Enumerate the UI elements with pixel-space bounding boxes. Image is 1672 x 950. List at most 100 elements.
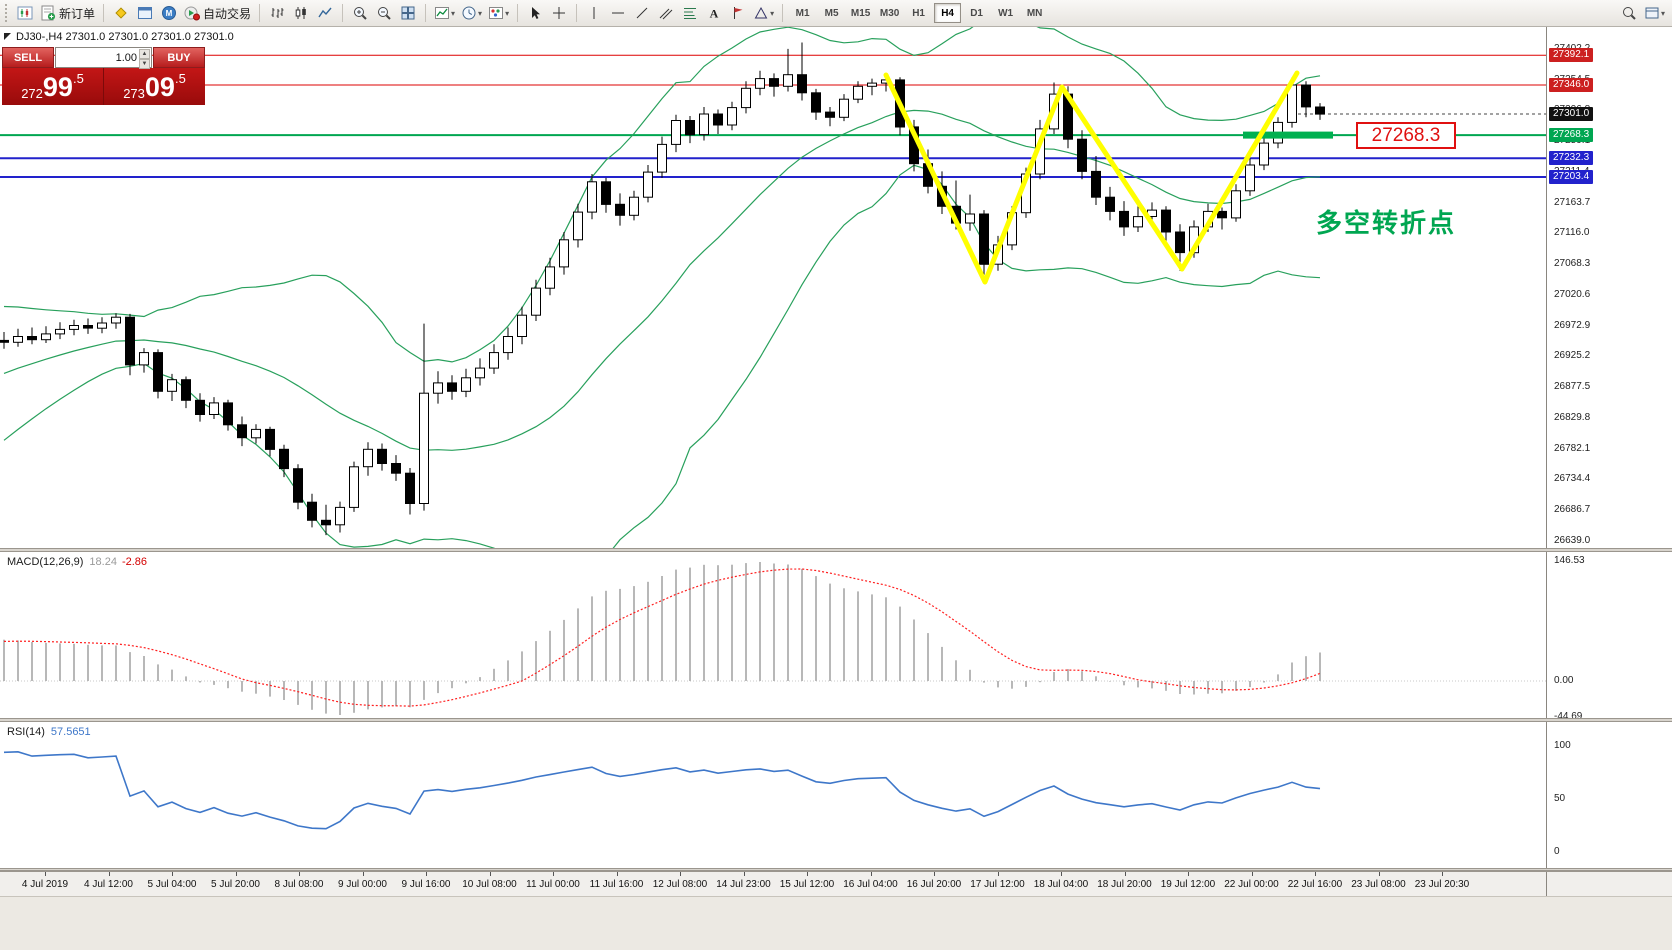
main-toolbar: 新订单 M 自动交易 xyxy=(0,0,1672,27)
time-axis-label: 18 Jul 04:00 xyxy=(1033,879,1089,890)
time-axis-tick xyxy=(1315,872,1316,876)
fibonacci-icon xyxy=(684,8,697,19)
sell-price[interactable]: 272 99.5 xyxy=(2,68,104,105)
trade-panel-collapse-toggle[interactable] xyxy=(4,33,11,40)
timeframe-button-m1[interactable]: M1 xyxy=(795,7,810,19)
tile-windows-icon xyxy=(401,6,415,20)
templates-button[interactable]: ▾ xyxy=(485,2,512,24)
timeframe-button-w1[interactable]: W1 xyxy=(998,7,1014,19)
channel-icon xyxy=(659,8,673,20)
channel-tool[interactable] xyxy=(654,2,678,24)
templates-icon xyxy=(489,7,504,19)
toolbar-separator xyxy=(425,4,427,22)
timeframe-button-m30[interactable]: M30 xyxy=(879,7,900,19)
price-callout-label[interactable]: 27268.3 xyxy=(1356,122,1456,149)
zoom-out-icon xyxy=(378,7,391,20)
trendline-tool[interactable] xyxy=(630,2,654,24)
autotrading-button[interactable]: 自动交易 xyxy=(181,2,254,24)
buy-button[interactable]: BUY xyxy=(153,47,205,68)
search-button[interactable] xyxy=(1617,2,1641,24)
timeframe-button-m5[interactable]: M5 xyxy=(824,7,839,19)
crosshair-button[interactable] xyxy=(547,2,571,24)
window-layout-icon xyxy=(1645,7,1659,19)
price-axis-label: 26829.8 xyxy=(1554,412,1591,423)
indicators-button[interactable]: ▾ xyxy=(431,2,458,24)
candles xyxy=(0,42,1325,536)
macd-panel[interactable]: 146.53 0.00 -44.69 MACD(12,26,9) 18.24 -2.86 xyxy=(0,552,1672,722)
macd-canvas[interactable] xyxy=(0,552,1546,718)
main-chart-panel[interactable]: 27402.227354.527306.827259.127211.427163… xyxy=(0,27,1672,548)
time-axis-tick xyxy=(108,872,110,876)
volume-stepper[interactable]: ▲ ▼ xyxy=(139,49,150,69)
vertical-line-tool[interactable] xyxy=(582,2,606,24)
toolbar-grip[interactable] xyxy=(5,4,9,22)
panel-splitter[interactable] xyxy=(0,868,1672,871)
timeframe-button-h4[interactable]: H4 xyxy=(934,3,962,23)
periods-button[interactable]: ▾ xyxy=(458,2,485,24)
shapes-icon xyxy=(754,6,768,19)
metaeditor-button[interactable] xyxy=(109,2,133,24)
panel-splitter[interactable] xyxy=(0,718,1672,722)
timeframe-button-h1[interactable]: H1 xyxy=(912,7,925,19)
turning-point-annotation[interactable]: 多空转折点 xyxy=(1316,208,1457,238)
time-axis-label: 17 Jul 12:00 xyxy=(970,879,1025,890)
time-axis-tick xyxy=(616,872,618,876)
macd-axis-label: -44.69 xyxy=(1554,711,1583,722)
level-lines[interactable] xyxy=(0,54,1546,178)
mql5-community-button[interactable]: M xyxy=(157,2,181,24)
bollinger-bands xyxy=(3,27,1321,548)
dropdown-caret-icon: ▾ xyxy=(505,8,510,18)
toolbar-separator xyxy=(517,4,519,22)
price-axis-badge: 27346.0 xyxy=(1549,78,1594,92)
new-order-icon xyxy=(41,5,56,21)
timeframe-button-m15[interactable]: M15 xyxy=(850,7,871,19)
window-layout-button[interactable]: ▾ xyxy=(1641,2,1668,24)
rsi-canvas[interactable] xyxy=(0,722,1546,868)
new-chart-button[interactable] xyxy=(13,2,37,24)
timeframe-button-mn[interactable]: MN xyxy=(1026,7,1043,19)
stepper-up-icon: ▲ xyxy=(139,49,150,59)
buy-price[interactable]: 273 09.5 xyxy=(104,68,205,105)
time-axis[interactable]: 4 Jul 2019 4 Jul 12:00 5 Jul 04:00 5 Jul 20… xyxy=(0,871,1672,896)
timeframe-button-d1[interactable]: D1 xyxy=(970,7,983,19)
time-axis-label: 4 Jul 2019 xyxy=(21,879,69,890)
time-axis-label: 8 Jul 08:00 xyxy=(274,879,324,890)
text-icon: A xyxy=(710,7,719,21)
svg-text:A: A xyxy=(710,7,719,21)
panel-splitter[interactable] xyxy=(0,548,1672,552)
toolbar-separator xyxy=(103,4,105,22)
time-axis-tick xyxy=(172,872,173,876)
candlestick-chart-icon xyxy=(295,7,306,19)
price-axis-label: 26925.2 xyxy=(1554,350,1591,361)
zigzag-annotation[interactable] xyxy=(883,70,1300,285)
rsi-panel[interactable]: 100 50 0 RSI(14) 57.5651 xyxy=(0,722,1672,868)
shapes-tool[interactable]: ▾ xyxy=(750,2,777,24)
zoom-out-button[interactable] xyxy=(372,2,396,24)
dropdown-caret-icon: ▾ xyxy=(451,8,456,18)
label-tool[interactable] xyxy=(726,2,750,24)
autotrading-label: 自动交易 xyxy=(203,6,252,21)
price-axis-label: 27163.7 xyxy=(1554,197,1591,208)
metaeditor-icon xyxy=(115,7,127,19)
chart-candles-button[interactable] xyxy=(289,2,313,24)
volume-input[interactable]: 1.00 ▲ ▼ xyxy=(55,47,152,69)
zoom-in-button[interactable] xyxy=(348,2,372,24)
time-axis-label: 15 Jul 12:00 xyxy=(779,879,835,890)
fibonacci-tool[interactable] xyxy=(678,2,702,24)
text-tool[interactable]: A xyxy=(702,2,726,24)
time-axis-tick xyxy=(1061,872,1062,876)
horizontal-line-tool[interactable] xyxy=(606,2,630,24)
cursor-button[interactable] xyxy=(523,2,547,24)
sell-button[interactable]: SELL xyxy=(2,47,54,68)
support-highlight-bar[interactable] xyxy=(1243,131,1333,139)
time-axis-tick xyxy=(45,872,46,876)
chart-line-button[interactable] xyxy=(313,2,337,24)
terminal-button[interactable] xyxy=(133,2,157,24)
tile-windows-button[interactable] xyxy=(396,2,420,24)
rsi-line xyxy=(3,750,1321,830)
price-chart-canvas[interactable] xyxy=(0,27,1546,548)
time-axis-tick xyxy=(807,872,808,876)
price-axis-badge: 27301.0 xyxy=(1549,107,1594,121)
chart-bars-button[interactable] xyxy=(265,2,289,24)
new-order-button[interactable]: 新订单 xyxy=(37,2,98,24)
